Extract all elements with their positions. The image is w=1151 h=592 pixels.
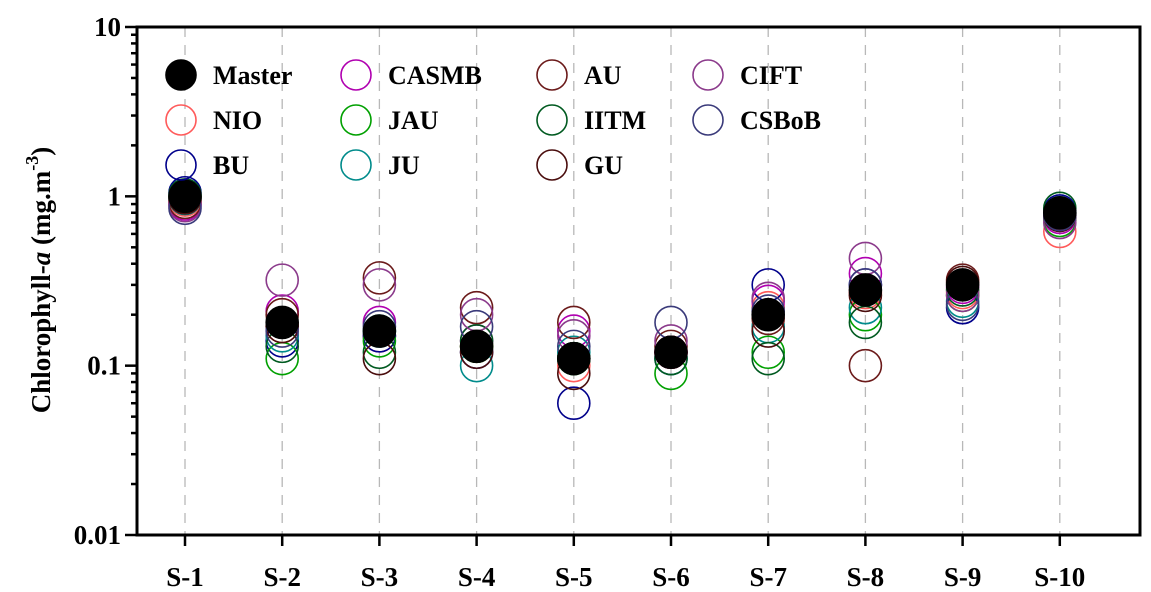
x-tick-label: S-5	[555, 562, 593, 592]
x-tick-labels: S-1 S-2 S-3 S-4 S-5 S-6 S-7 S-8 S-9 S-10	[166, 562, 1085, 592]
data-point-master	[848, 273, 883, 307]
y-tick-label: 1	[108, 181, 122, 211]
y-axis-title: Chlorophyll-a (mg.m-3)	[22, 147, 56, 414]
legend-marker	[165, 104, 197, 136]
legend-marker	[536, 59, 568, 91]
legend-item-iitm: IITM	[536, 104, 646, 136]
data-point-master	[459, 329, 494, 364]
legend-marker	[340, 59, 372, 91]
data-points	[168, 175, 1077, 421]
legend-item-gu: GU	[536, 149, 623, 181]
legend-label: CIFT	[740, 61, 802, 90]
legend-marker	[692, 59, 724, 91]
legend-marker	[340, 104, 372, 136]
legend-item-bu: BU	[165, 149, 249, 181]
data-point-jau	[751, 335, 786, 370]
legend-label: GU	[584, 151, 623, 180]
x-tick-label: S-1	[166, 562, 204, 592]
data-point-master	[945, 268, 980, 302]
legend-marker	[536, 104, 568, 136]
legend-label: CSBoB	[740, 106, 821, 135]
legend-label: AU	[584, 61, 622, 90]
x-tick-label: S-10	[1034, 562, 1085, 592]
data-point-au	[362, 261, 397, 295]
legend-marker	[165, 59, 197, 91]
legend-label: NIO	[213, 106, 262, 135]
legend-marker	[165, 149, 197, 181]
y-tick-labels: 0.01 0.1 1 10	[74, 12, 121, 550]
legend-item-ju: JU	[340, 149, 420, 181]
legend-item-cift: CIFT	[692, 59, 802, 91]
data-point-master	[556, 341, 591, 376]
legend-marker	[536, 149, 568, 181]
legend-marker	[340, 149, 372, 181]
legend-item-au: AU	[536, 59, 622, 91]
legend-label: IITM	[584, 106, 646, 135]
legend-label: Master	[213, 61, 292, 90]
y-tick-label: 10	[94, 12, 121, 42]
x-tick-label: S-6	[652, 562, 690, 592]
plot-frame	[135, 25, 1142, 537]
data-point-master	[654, 335, 688, 370]
legend-label: CASMB	[388, 61, 482, 90]
y-tick-label: 0.1	[87, 351, 121, 381]
y-tick-label: 0.01	[74, 520, 121, 550]
x-tick-label: S-7	[749, 562, 787, 592]
data-point-bu	[556, 386, 591, 421]
legend-item-jau: JAU	[340, 104, 439, 136]
data-point-au	[459, 290, 494, 325]
data-point-master	[362, 314, 397, 348]
legend-label: BU	[213, 151, 249, 180]
axes	[125, 25, 1142, 546]
data-point-master	[751, 297, 786, 332]
x-tick-label: S-4	[458, 562, 496, 592]
legend-item-casmb: CASMB	[340, 59, 482, 91]
x-tick-label: S-9	[944, 562, 982, 592]
data-point-master	[168, 179, 202, 214]
x-tick-label: S-8	[847, 562, 885, 592]
data-point-iitm	[751, 341, 786, 376]
data-point-au	[556, 305, 591, 340]
data-point-master	[1043, 195, 1077, 230]
data-point-au	[848, 348, 883, 383]
legend-item-csbob: CSBoB	[692, 104, 821, 136]
data-point-master	[265, 305, 300, 340]
legend: Master NIO BU CASMB JAU JU AU IITM GU CIFT CSBoB	[165, 59, 821, 181]
legend-marker	[692, 104, 724, 136]
legend-label: JU	[388, 151, 420, 180]
data-point-cift	[362, 268, 397, 302]
x-tick-label: S-2	[263, 562, 301, 592]
legend-item-master: Master	[165, 59, 292, 91]
data-point-cift	[265, 263, 300, 297]
legend-label: JAU	[388, 106, 439, 135]
legend-item-nio: NIO	[165, 104, 262, 136]
grid-lines	[184, 27, 1061, 535]
x-tick-label: S-3	[361, 562, 399, 592]
